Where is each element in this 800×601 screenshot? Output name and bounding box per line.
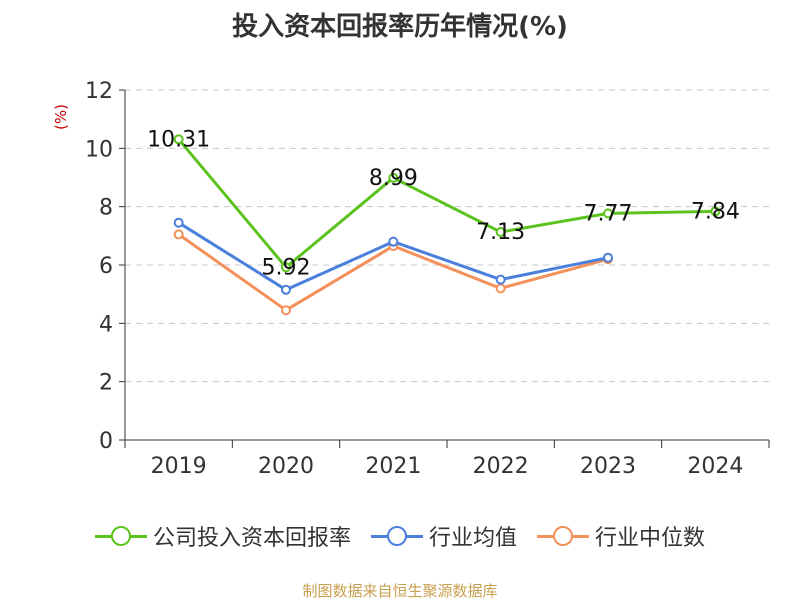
y-tick-label: 10 bbox=[85, 137, 113, 162]
data-point bbox=[281, 284, 291, 295]
data-label: 7.84 bbox=[691, 199, 740, 224]
x-tick-label: 2024 bbox=[687, 454, 743, 479]
data-point bbox=[388, 172, 399, 183]
x-tick-label: 2021 bbox=[365, 454, 421, 479]
data-point bbox=[281, 262, 291, 273]
legend-label-industry-avg: 行业均值 bbox=[428, 526, 517, 551]
data-point bbox=[495, 227, 506, 238]
data-point bbox=[495, 283, 506, 294]
data-label: 5.92 bbox=[262, 255, 311, 280]
series-lines bbox=[173, 134, 721, 316]
data-point bbox=[173, 229, 184, 240]
series-line-0 bbox=[177, 138, 716, 269]
y-tick-label: 6 bbox=[99, 254, 113, 279]
data-label: 7.13 bbox=[476, 220, 525, 245]
data-point bbox=[710, 206, 721, 217]
legend-item-industry-avg[interactable]: 行业均值 bbox=[370, 520, 517, 552]
y-tick-label: 4 bbox=[99, 312, 113, 337]
source-note: 制图数据来自恒生聚源数据库 bbox=[302, 582, 498, 600]
grid-lines bbox=[125, 89, 769, 383]
legend-swatch-industry-avg bbox=[370, 525, 423, 547]
data-point bbox=[388, 236, 399, 247]
data-point bbox=[603, 208, 613, 219]
x-tick-label: 2022 bbox=[473, 454, 529, 479]
legend-swatch-industry-median bbox=[537, 525, 589, 547]
legend-label-industry-median: 行业中位数 bbox=[595, 526, 706, 551]
y-tick-label: 12 bbox=[85, 79, 113, 104]
legend-swatch-company bbox=[94, 525, 147, 547]
data-point bbox=[603, 252, 613, 263]
x-tick-label: 2019 bbox=[151, 454, 207, 479]
legend-label-company: 公司投入资本回报率 bbox=[152, 526, 351, 551]
x-tick-label: 2020 bbox=[258, 454, 314, 479]
chart-title: 投入资本回报率历年情况(%) bbox=[232, 12, 568, 42]
data-labels: 10.31 5.92 8.99 7.13 7.77 7.84 bbox=[147, 127, 740, 280]
y-tick-label: 8 bbox=[99, 196, 113, 221]
x-tick-label: 2023 bbox=[580, 454, 636, 479]
data-point bbox=[173, 134, 184, 145]
legend: 公司投入资本回报率 行业均值 行业中位数 bbox=[0, 520, 800, 552]
legend-item-industry-median[interactable]: 行业中位数 bbox=[537, 520, 705, 552]
legend-item-company[interactable]: 公司投入资本回报率 bbox=[94, 520, 351, 552]
data-label: 10.31 bbox=[147, 127, 210, 152]
y-tick-label: 0 bbox=[99, 429, 113, 454]
data-label: 8.99 bbox=[369, 166, 418, 191]
data-point bbox=[495, 274, 506, 285]
data-point bbox=[173, 217, 184, 228]
y-tick-label: 2 bbox=[99, 371, 113, 396]
data-label: 7.77 bbox=[584, 201, 633, 226]
data-point bbox=[281, 305, 291, 316]
axes: 0 2 4 6 8 10 12 2019 2020 2021 2022 2023 2024 bbox=[85, 79, 770, 479]
